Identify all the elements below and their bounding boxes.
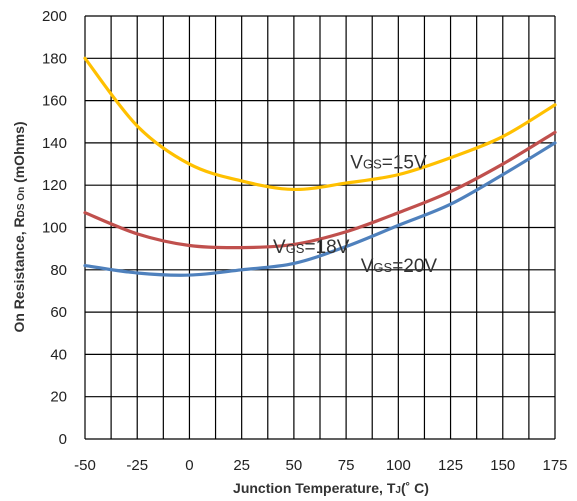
y-tick-label: 140 [42, 135, 67, 152]
x-tick-label: 175 [542, 457, 567, 474]
y-tick-labels: 0 20 40 60 80 100 120 140 160 180 200 [42, 8, 67, 448]
x-axis-title: Junction Temperature, TJ(˚ C) [233, 480, 429, 496]
series-line-2 [83, 130, 557, 250]
x-tick-label: 150 [490, 457, 515, 474]
x-tick-label: 125 [438, 457, 463, 474]
series-label-3: VGS=20V [361, 256, 438, 277]
series-line-3 [83, 141, 557, 277]
x-tick-label: -25 [126, 457, 148, 474]
x-tick-labels: -50 -25 0 25 50 75 100 125 150 175 [74, 457, 567, 474]
y-tick-label: 100 [42, 220, 67, 237]
x-tick-label: 75 [338, 457, 355, 474]
grid [84, 15, 556, 440]
y-tick-label: 0 [59, 431, 67, 448]
series-label-1: VGS=15V [350, 152, 427, 173]
y-tick-label: 60 [50, 304, 67, 321]
x-tick-label: 50 [286, 457, 303, 474]
x-tick-label: 0 [185, 457, 193, 474]
series-lines [83, 56, 557, 277]
series-label-2: VGS=18V [273, 237, 350, 258]
y-tick-label: 80 [50, 262, 67, 279]
x-tick-label: 25 [233, 457, 250, 474]
y-tick-label: 160 [42, 93, 67, 110]
x-tick-label: 100 [386, 457, 411, 474]
y-tick-label: 40 [50, 346, 67, 363]
y-axis-title: On Resistance, RDS On (mOhms) [11, 121, 27, 332]
y-tick-label: 180 [42, 50, 67, 67]
y-tick-label: 120 [42, 177, 67, 194]
y-tick-label: 20 [50, 389, 67, 406]
series-labels: VGS=15V VGS=18V VGS=20V [273, 152, 437, 277]
series-line-1 [83, 56, 557, 192]
y-tick-label: 200 [42, 8, 67, 25]
x-tick-label: -50 [74, 457, 96, 474]
